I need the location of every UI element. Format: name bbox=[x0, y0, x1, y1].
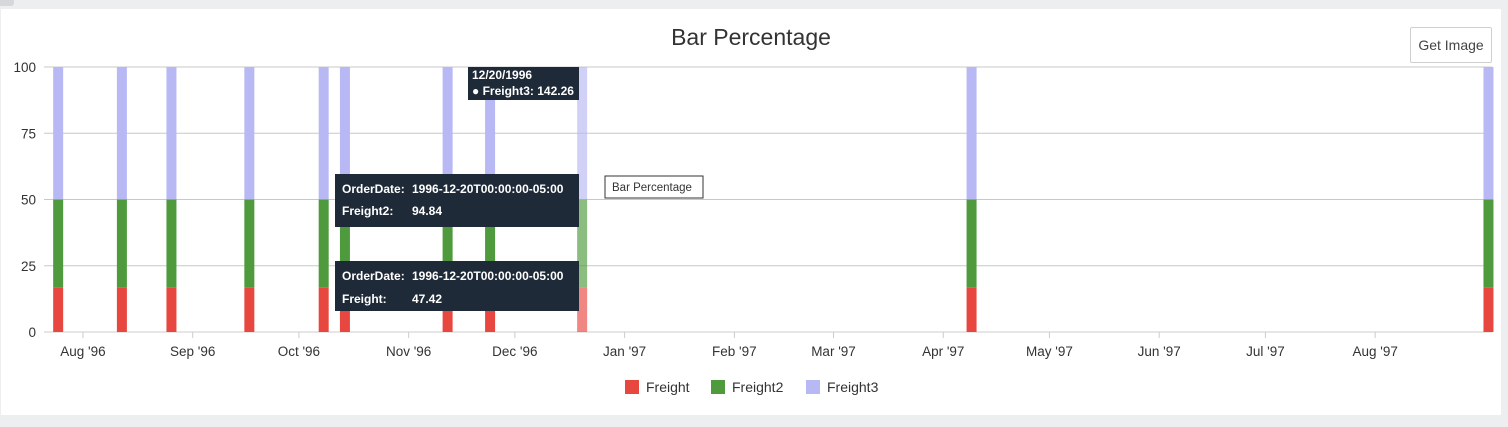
bar-freight2-1997-04-09[interactable] bbox=[966, 199, 977, 288]
tooltip-top-line: ● Freight3: 142.26 bbox=[472, 84, 574, 98]
bar-freight3-1996-10-14[interactable] bbox=[339, 67, 350, 200]
bar-freight2-1996-10-08[interactable] bbox=[318, 199, 329, 288]
bar-freight2-1996-10-14[interactable] bbox=[339, 199, 350, 288]
legend-swatch-freight3[interactable] bbox=[806, 380, 820, 394]
bar-freight-1996-09-17[interactable] bbox=[244, 287, 255, 332]
chart-title: Bar Percentage bbox=[671, 24, 831, 50]
x-tick-label: Mar '97 bbox=[811, 344, 856, 359]
bar-freight2-1996-11-24[interactable] bbox=[485, 199, 496, 288]
x-tick-label: Apr '97 bbox=[922, 344, 964, 359]
bar-freight2-1997-09-02[interactable] bbox=[1483, 199, 1494, 288]
bars[interactable] bbox=[53, 67, 1494, 332]
x-axis: Aug '96 Sep '96 Oct '96 Nov '96 Dec '96 Jan '… bbox=[60, 332, 1398, 359]
y-tick-label: 25 bbox=[21, 259, 36, 274]
x-tick-label: Aug '97 bbox=[1352, 344, 1397, 359]
hover-label-text: Bar Percentage bbox=[612, 182, 692, 194]
bar-freight-1996-10-08[interactable] bbox=[318, 287, 329, 332]
x-tick-label: Jun '97 bbox=[1138, 344, 1181, 359]
bar-freight3-1996-08-12[interactable] bbox=[116, 67, 127, 200]
get-image-button[interactable]: Get Image bbox=[1410, 27, 1492, 63]
bar-freight2-1996-08-12[interactable] bbox=[116, 199, 127, 288]
bar-freight3-1996-09-17[interactable] bbox=[244, 67, 255, 200]
bar-freight3-1997-09-02[interactable] bbox=[1483, 67, 1494, 200]
y-tick-label: 100 bbox=[13, 60, 36, 75]
bar-freight3-1996-08-26[interactable] bbox=[166, 67, 177, 200]
x-tick-label: Oct '96 bbox=[278, 344, 320, 359]
x-tick-label: Sep '96 bbox=[170, 344, 215, 359]
x-tick-label: Nov '96 bbox=[386, 344, 431, 359]
tooltip-mid-date-label: OrderDate: bbox=[342, 182, 405, 196]
bar-freight-1997-04-09[interactable] bbox=[966, 287, 977, 332]
corner-tab bbox=[0, 0, 14, 6]
y-tick-label: 0 bbox=[28, 325, 36, 340]
legend-label-freight3[interactable]: Freight3 bbox=[827, 379, 879, 395]
bar-freight-1996-08-26[interactable] bbox=[166, 287, 177, 332]
legend-label-freight[interactable]: Freight bbox=[646, 379, 690, 395]
legend-swatch-freight2[interactable] bbox=[711, 380, 725, 394]
legend[interactable]: Freight Freight2 Freight3 bbox=[625, 379, 879, 395]
legend-label-freight2[interactable]: Freight2 bbox=[732, 379, 784, 395]
bar-freight3-1996-12-20[interactable] bbox=[577, 67, 588, 200]
bar-freight2-1996-08-26[interactable] bbox=[166, 199, 177, 288]
y-tick-label: 50 bbox=[21, 193, 36, 208]
bar-freight2-1996-07-25[interactable] bbox=[53, 199, 64, 288]
tooltip-low-series-value: 47.42 bbox=[412, 292, 442, 306]
x-tick-label: Feb '97 bbox=[712, 344, 757, 359]
x-tick-label: Jul '97 bbox=[1246, 344, 1285, 359]
tooltip-mid-date-value: 1996-12-20T00:00:00-05:00 bbox=[412, 182, 564, 196]
gridlines bbox=[44, 66, 1492, 333]
tooltip-low: OrderDate: 1996-12-20T00:00:00-05:00 Fre… bbox=[335, 261, 579, 311]
bar-freight3-1997-04-09[interactable] bbox=[966, 67, 977, 200]
tooltip-low-date-label: OrderDate: bbox=[342, 269, 405, 283]
bar-freight-1996-12-20[interactable] bbox=[577, 287, 588, 332]
x-tick-label: Jan '97 bbox=[603, 344, 646, 359]
bar-freight3-1996-11-24[interactable] bbox=[485, 67, 496, 200]
tooltip-top: 12/20/1996 ● Freight3: 142.26 bbox=[468, 67, 579, 100]
bar-freight3-1996-11-12[interactable] bbox=[442, 67, 453, 200]
hover-label: Bar Percentage bbox=[604, 175, 704, 199]
bar-freight-1996-08-12[interactable] bbox=[116, 287, 127, 332]
tooltip-low-series-label: Freight: bbox=[342, 292, 387, 306]
tooltip-low-date-value: 1996-12-20T00:00:00-05:00 bbox=[412, 269, 564, 283]
bar-freight2-1996-11-12[interactable] bbox=[442, 199, 453, 288]
tooltip-mid-series-value: 94.84 bbox=[412, 204, 442, 218]
bar-freight-1997-09-02[interactable] bbox=[1483, 287, 1494, 332]
x-tick-label: May '97 bbox=[1026, 344, 1073, 359]
legend-swatch-freight[interactable] bbox=[625, 380, 639, 394]
y-axis: 0 25 50 75 100 bbox=[13, 60, 36, 340]
bar-freight2-1996-09-17[interactable] bbox=[244, 199, 255, 288]
bar-freight2-1996-12-20[interactable] bbox=[577, 199, 588, 288]
bar-freight3-1996-10-08[interactable] bbox=[318, 67, 329, 200]
bar-freight-1996-07-25[interactable] bbox=[53, 287, 64, 332]
tooltip-mid-series-label: Freight2: bbox=[342, 204, 393, 218]
x-tick-label: Aug '96 bbox=[60, 344, 105, 359]
bar-freight3-1996-07-25[interactable] bbox=[53, 67, 64, 200]
tooltip-mid: OrderDate: 1996-12-20T00:00:00-05:00 Fre… bbox=[335, 174, 579, 227]
tooltip-top-date: 12/20/1996 bbox=[472, 68, 532, 82]
x-tick-label: Dec '96 bbox=[492, 344, 537, 359]
y-tick-label: 75 bbox=[21, 126, 36, 141]
